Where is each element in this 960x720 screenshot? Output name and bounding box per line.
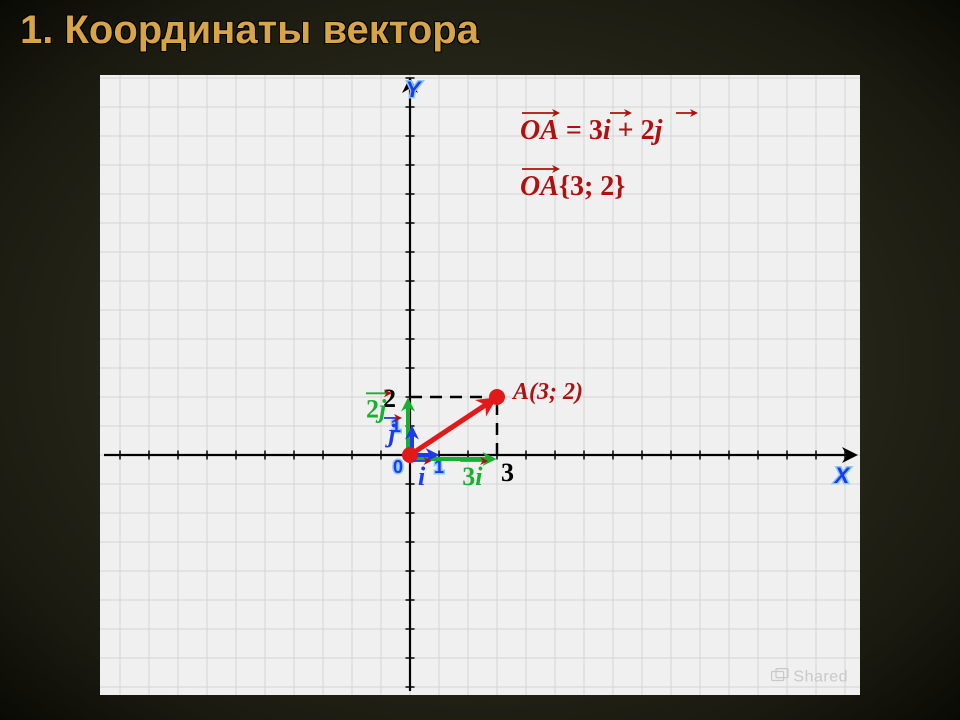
slide-title: 1. Координаты вектора (20, 8, 479, 53)
svg-text:0: 0 (393, 457, 403, 477)
svg-text:2j: 2j (366, 394, 387, 423)
svg-text:3: 3 (501, 458, 514, 487)
svg-text:X: X (833, 463, 851, 488)
graph-container: XY01123ij3i2jA(3; 2)OA = 3i + 2jOA{3; 2}… (100, 75, 860, 695)
svg-text:A(3; 2): A(3; 2) (511, 379, 583, 405)
svg-text:Y: Y (406, 77, 423, 102)
watermark-text: Shared (793, 669, 848, 686)
svg-text:3i: 3i (462, 462, 483, 491)
vector-graph: XY01123ij3i2jA(3; 2)OA = 3i + 2jOA{3; 2} (100, 75, 860, 695)
svg-text:i: i (418, 462, 426, 491)
share-icon (771, 668, 789, 687)
svg-text:OA = 3i + 2j: OA = 3i + 2j (520, 115, 663, 146)
svg-text:OA{3; 2}: OA{3; 2} (520, 171, 625, 202)
watermark: Shared (771, 668, 848, 687)
